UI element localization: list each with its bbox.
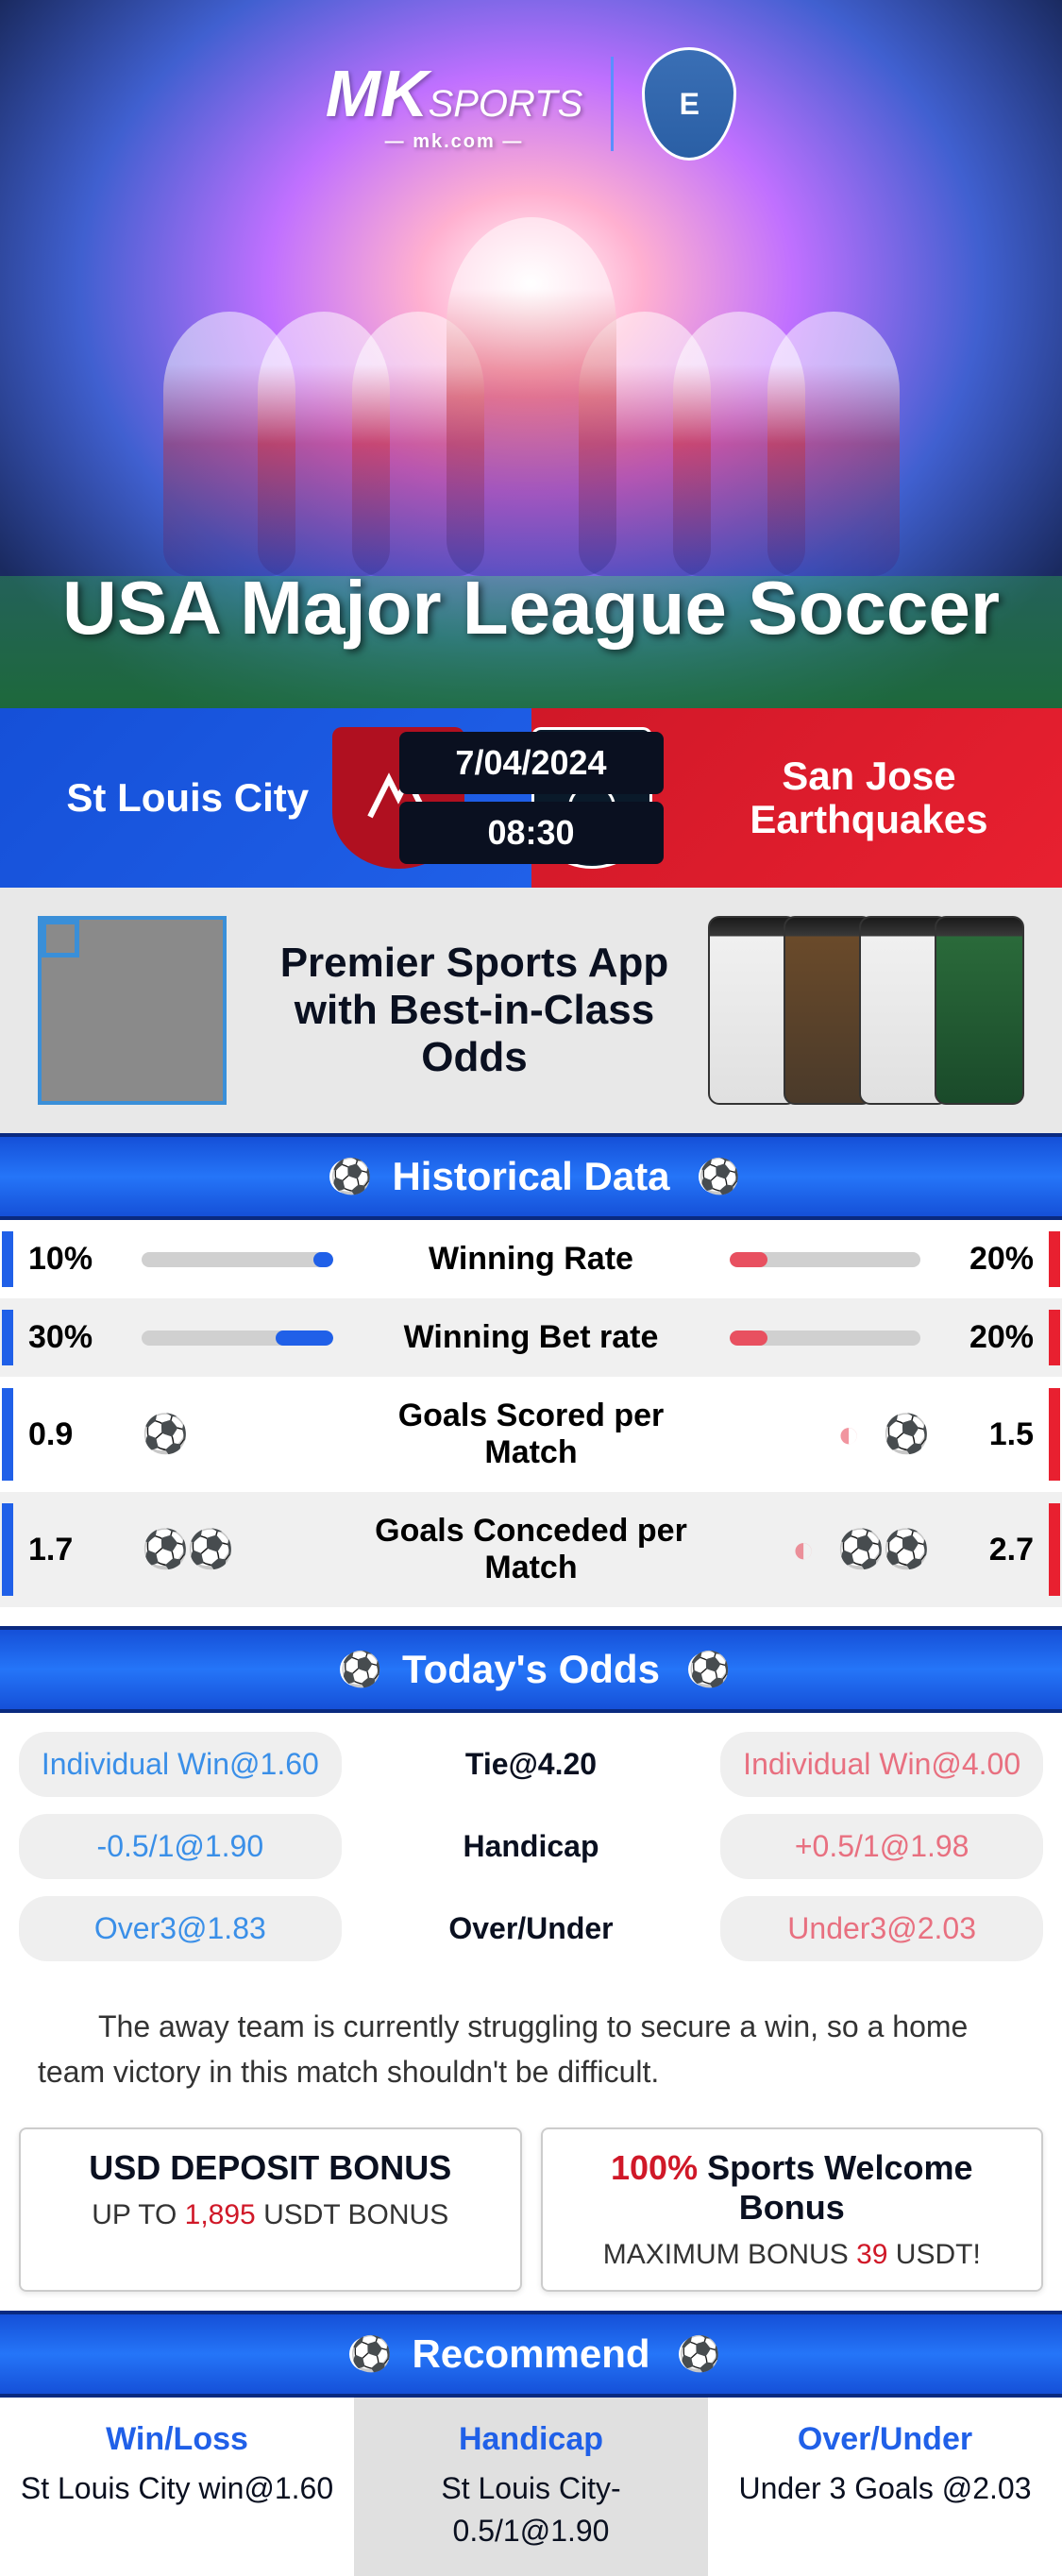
recommend-body: Under 3 Goals @2.03	[722, 2467, 1048, 2510]
bonus-cards: USD DEPOSIT BONUS UP TO 1,895 USDT BONUS…	[0, 2118, 1062, 2311]
recommend-heading: Win/Loss	[14, 2421, 340, 2458]
stat-label: Goals Conceded per Match	[352, 1513, 711, 1586]
home-odds-pill[interactable]: Over3@1.83	[19, 1896, 342, 1961]
home-balls: ⚽	[142, 1415, 333, 1453]
historical-data-header: Historical Data	[0, 1133, 1062, 1220]
app-phone-mockups	[722, 916, 1024, 1105]
home-odds-pill[interactable]: -0.5/1@1.90	[19, 1814, 342, 1879]
odds-grid: Individual Win@1.60 Tie@4.20 Individual Wi…	[0, 1713, 1062, 1980]
odds-label: Over/Under	[370, 1896, 693, 1961]
historical-row: 1.7 ⚽⚽ Goals Conceded per Match ◐⚽⚽ 2.7	[0, 1492, 1062, 1607]
bonus-card-sub: MAXIMUM BONUS 39 USDT!	[562, 2239, 1023, 2271]
home-stat-value: 30%	[28, 1319, 123, 1356]
todays-odds-header: Today's Odds	[0, 1626, 1062, 1713]
soccer-ball-half-icon: ◐	[792, 1531, 830, 1568]
historical-row: 0.9 ⚽ Goals Scored per Match ◐⚽ 1.5	[0, 1377, 1062, 1492]
recommend-heading: Over/Under	[722, 2421, 1048, 2458]
soccer-ball-icon: ⚽	[187, 1531, 225, 1568]
home-odds-pill[interactable]: Individual Win@1.60	[19, 1732, 342, 1797]
mk-sports-logo: MKSPORTS — mk.com —	[326, 56, 583, 153]
away-balls: ◐⚽⚽	[730, 1531, 921, 1568]
soccer-ball-icon: ⚽	[883, 1415, 920, 1453]
recommend-row: Win/Loss St Louis City win@1.60Handicap …	[0, 2398, 1062, 2576]
away-odds-pill[interactable]: Under3@2.03	[720, 1896, 1043, 1961]
match-datetime: 7/04/2024 08:30	[399, 724, 664, 872]
soccer-ball-icon	[699, 1160, 733, 1194]
qr-code-placeholder	[38, 916, 227, 1105]
partner-badge-logo: E	[642, 47, 736, 161]
recommend-body: St Louis City-0.5/1@1.90	[368, 2467, 694, 2552]
hero-banner: MKSPORTS — mk.com — E USA Major League S…	[0, 0, 1062, 708]
recommend-col[interactable]: Over/Under Under 3 Goals @2.03	[708, 2398, 1062, 2576]
stat-label: Winning Bet rate	[352, 1319, 711, 1356]
away-stat-bar	[730, 1252, 921, 1267]
soccer-ball-icon	[679, 2337, 713, 2371]
soccer-ball-half-icon: ◐	[837, 1415, 875, 1453]
app-promo-banner: Premier Sports App with Best-in-Class Od…	[0, 888, 1062, 1133]
soccer-ball-icon: ⚽	[837, 1531, 875, 1568]
soccer-ball-icon	[349, 2337, 383, 2371]
away-stat-value: 1.5	[939, 1416, 1034, 1453]
bonus-card-title: USD DEPOSIT BONUS	[40, 2148, 501, 2188]
match-bar: St Louis City 7/04/2024 08:30 San Jose E…	[0, 708, 1062, 888]
away-stat-bar	[730, 1330, 921, 1346]
stat-label: Winning Rate	[352, 1241, 711, 1278]
soccer-ball-icon	[329, 1160, 363, 1194]
soccer-ball-icon	[340, 1652, 374, 1686]
away-stat-value: 20%	[939, 1241, 1034, 1278]
home-stat-value: 10%	[28, 1241, 123, 1278]
brand-logo-row: MKSPORTS — mk.com — E	[326, 47, 737, 161]
recommend-col[interactable]: Handicap St Louis City-0.5/1@1.90	[354, 2398, 708, 2576]
home-stat-value: 1.7	[28, 1532, 123, 1568]
historical-data-table: 10% Winning Rate 20% 30% Winning Bet rat…	[0, 1220, 1062, 1607]
soccer-ball-icon: ⚽	[142, 1415, 179, 1453]
away-stat-value: 2.7	[939, 1532, 1034, 1568]
away-team-name: San Jose Earthquakes	[676, 754, 1062, 841]
stat-label: Goals Scored per Match	[352, 1398, 711, 1471]
soccer-ball-icon: ⚽	[883, 1531, 920, 1568]
odds-label: Tie@4.20	[370, 1732, 693, 1797]
analysis-text: The away team is currently struggling to…	[0, 1980, 1062, 2118]
historical-row: 30% Winning Bet rate 20%	[0, 1298, 1062, 1377]
away-stat-value: 20%	[939, 1319, 1034, 1356]
bonus-card-sub: UP TO 1,895 USDT BONUS	[40, 2199, 501, 2231]
home-team-name: St Louis City	[66, 775, 309, 821]
hero-players-art	[0, 198, 1062, 576]
soccer-ball-icon: ⚽	[142, 1531, 179, 1568]
away-odds-pill[interactable]: Individual Win@4.00	[720, 1732, 1043, 1797]
recommend-heading: Handicap	[368, 2421, 694, 2458]
away-odds-pill[interactable]: +0.5/1@1.98	[720, 1814, 1043, 1879]
home-balls: ⚽⚽	[142, 1531, 333, 1568]
match-time: 08:30	[399, 802, 664, 864]
away-balls: ◐⚽	[730, 1415, 921, 1453]
league-title: USA Major League Soccer	[62, 565, 1000, 652]
soccer-ball-icon	[688, 1652, 722, 1686]
sports-welcome-bonus-card[interactable]: 100% Sports Welcome Bonus MAXIMUM BONUS …	[541, 2127, 1044, 2292]
logo-separator	[611, 57, 614, 151]
odds-label: Handicap	[370, 1814, 693, 1879]
usd-deposit-bonus-card[interactable]: USD DEPOSIT BONUS UP TO 1,895 USDT BONUS	[19, 2127, 522, 2292]
home-stat-bar	[142, 1252, 333, 1267]
app-promo-text: Premier Sports App with Best-in-Class Od…	[264, 940, 684, 1081]
bonus-card-title: 100% Sports Welcome Bonus	[562, 2148, 1023, 2228]
recommend-body: St Louis City win@1.60	[14, 2467, 340, 2510]
match-date: 7/04/2024	[399, 732, 664, 794]
historical-row: 10% Winning Rate 20%	[0, 1220, 1062, 1298]
recommend-col[interactable]: Win/Loss St Louis City win@1.60	[0, 2398, 354, 2576]
home-stat-value: 0.9	[28, 1416, 123, 1453]
home-stat-bar	[142, 1330, 333, 1346]
recommend-header: Recommend	[0, 2311, 1062, 2398]
